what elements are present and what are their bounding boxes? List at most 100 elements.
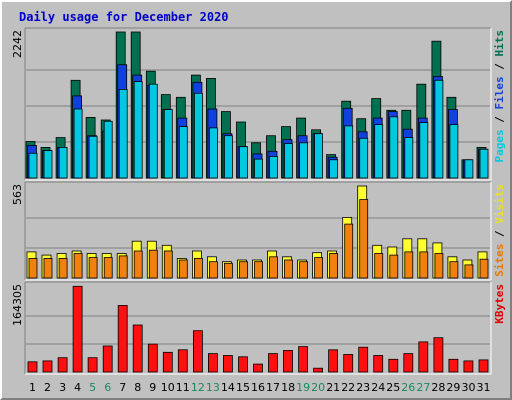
bar-pages-day-6	[103, 120, 113, 179]
bar-kbytes-day-26	[403, 353, 414, 373]
bar-kbytes-day-10	[162, 351, 173, 373]
bar-pages-day-15	[239, 146, 248, 179]
day-label-4: 4	[74, 381, 81, 394]
day-label-2: 2	[44, 381, 51, 394]
bar-pages-day-18	[284, 143, 293, 179]
day-label-30: 30	[462, 381, 476, 394]
panel-visits: 563 Sites / Visits	[11, 181, 506, 281]
plot-area-kbytes	[25, 282, 491, 374]
bar-kbytes-day-6	[102, 345, 113, 373]
bar-sites-day-7	[118, 255, 128, 279]
day-label-10: 10	[161, 381, 175, 394]
bar-sites-day-25	[389, 254, 399, 279]
bar-kbytes-day-15	[238, 356, 248, 373]
day-label-22: 22	[341, 381, 355, 394]
bar-kbytes-day-12	[192, 330, 203, 373]
bar-sites-day-23	[359, 199, 369, 279]
bar-sites-day-30	[464, 264, 474, 279]
day-label-9: 9	[149, 381, 156, 394]
bar-sites-day-16	[254, 261, 263, 279]
bar-sites-day-1	[28, 257, 38, 279]
bar-pages-day-4	[73, 108, 83, 179]
bar-kbytes-day-1	[27, 361, 38, 373]
bar-sites-day-26	[404, 251, 414, 279]
day-label-25: 25	[386, 381, 400, 394]
bar-kbytes-day-30	[463, 360, 474, 373]
bar-sites-day-18	[284, 259, 293, 279]
y-max-label-visits: 563	[11, 184, 24, 205]
bar-sites-day-20	[314, 257, 324, 279]
legend-entry: /	[493, 224, 506, 244]
day-label-29: 29	[446, 381, 460, 394]
bar-pages-day-30	[464, 159, 474, 179]
bar-kbytes-day-27	[418, 341, 429, 373]
bar-pages-day-25	[389, 116, 399, 179]
bar-pages-day-5	[88, 135, 98, 179]
legend-visits: Sites / Visits	[493, 184, 506, 277]
bar-kbytes-day-19	[298, 346, 309, 373]
bar-kbytes-day-7	[117, 304, 128, 373]
bar-pages-day-28	[434, 79, 444, 179]
bar-sites-day-12	[193, 257, 203, 279]
series-kbytes	[27, 285, 489, 373]
bar-kbytes-day-21	[328, 349, 339, 373]
bar-sites-day-9	[148, 249, 158, 279]
bar-sites-day-6	[103, 257, 113, 279]
day-label-23: 23	[356, 381, 370, 394]
legend-kbytes: KBytes	[493, 284, 506, 324]
bar-pages-day-23	[359, 137, 369, 179]
legend-traffic: Pages / Files / Hits	[493, 30, 506, 163]
bar-pages-day-13	[208, 127, 218, 179]
day-label-24: 24	[371, 381, 385, 394]
day-label-14: 14	[221, 381, 235, 394]
day-label-12: 12	[191, 381, 205, 394]
legend-entry: Visits	[493, 184, 506, 224]
series-pages	[28, 79, 489, 179]
bar-sites-day-13	[208, 261, 218, 279]
bar-sites-day-3	[58, 257, 68, 279]
x-axis-day-labels: 1 2 3 4 5 6 7 8 9 10 11 12 13 14 15 16 17 18 19 20 21 22 23 24 2…	[29, 381, 491, 394]
day-label-19: 19	[296, 381, 310, 394]
bar-kbytes-day-13	[207, 353, 218, 373]
day-label-28: 28	[431, 381, 445, 394]
bar-sites-day-4	[73, 253, 83, 279]
y-max-label-traffic: 2242	[11, 30, 24, 58]
chart-title: Daily usage for December 2020	[19, 10, 229, 24]
day-label-13: 13	[206, 381, 220, 394]
bar-kbytes-day-31	[478, 359, 489, 373]
bar-sites-day-15	[239, 261, 248, 279]
day-label-26: 26	[401, 381, 415, 394]
legend-entry: Pages	[493, 129, 506, 162]
bar-sites-day-28	[434, 253, 444, 279]
bar-kbytes-day-14	[222, 355, 233, 373]
bar-kbytes-day-2	[42, 360, 53, 373]
day-label-17: 17	[266, 381, 280, 394]
bar-pages-day-9	[148, 83, 158, 179]
bar-pages-day-27	[419, 122, 429, 179]
legend-entry: Files	[493, 76, 506, 109]
bar-kbytes-day-16	[253, 363, 263, 373]
bar-pages-day-14	[223, 135, 233, 179]
legend-entry: Hits	[493, 30, 506, 57]
bar-pages-day-11	[178, 126, 188, 179]
bar-pages-day-26	[404, 137, 414, 179]
day-label-11: 11	[176, 381, 190, 394]
day-label-15: 15	[236, 381, 250, 394]
day-label-3: 3	[59, 381, 66, 394]
day-label-18: 18	[281, 381, 295, 394]
day-label-8: 8	[134, 381, 141, 394]
day-label-20: 20	[311, 381, 325, 394]
bar-kbytes-day-9	[147, 343, 158, 373]
day-label-5: 5	[89, 381, 96, 394]
bar-sites-day-21	[329, 253, 339, 279]
bar-sites-day-11	[178, 259, 188, 279]
bar-pages-day-8	[133, 81, 143, 179]
bar-kbytes-day-25	[388, 358, 399, 373]
day-label-21: 21	[326, 381, 340, 394]
bar-kbytes-day-29	[448, 358, 459, 373]
bar-kbytes-day-28	[433, 337, 444, 373]
bar-sites-day-8	[133, 250, 143, 279]
bar-sites-day-17	[269, 256, 278, 279]
bar-pages-day-17	[269, 156, 278, 179]
